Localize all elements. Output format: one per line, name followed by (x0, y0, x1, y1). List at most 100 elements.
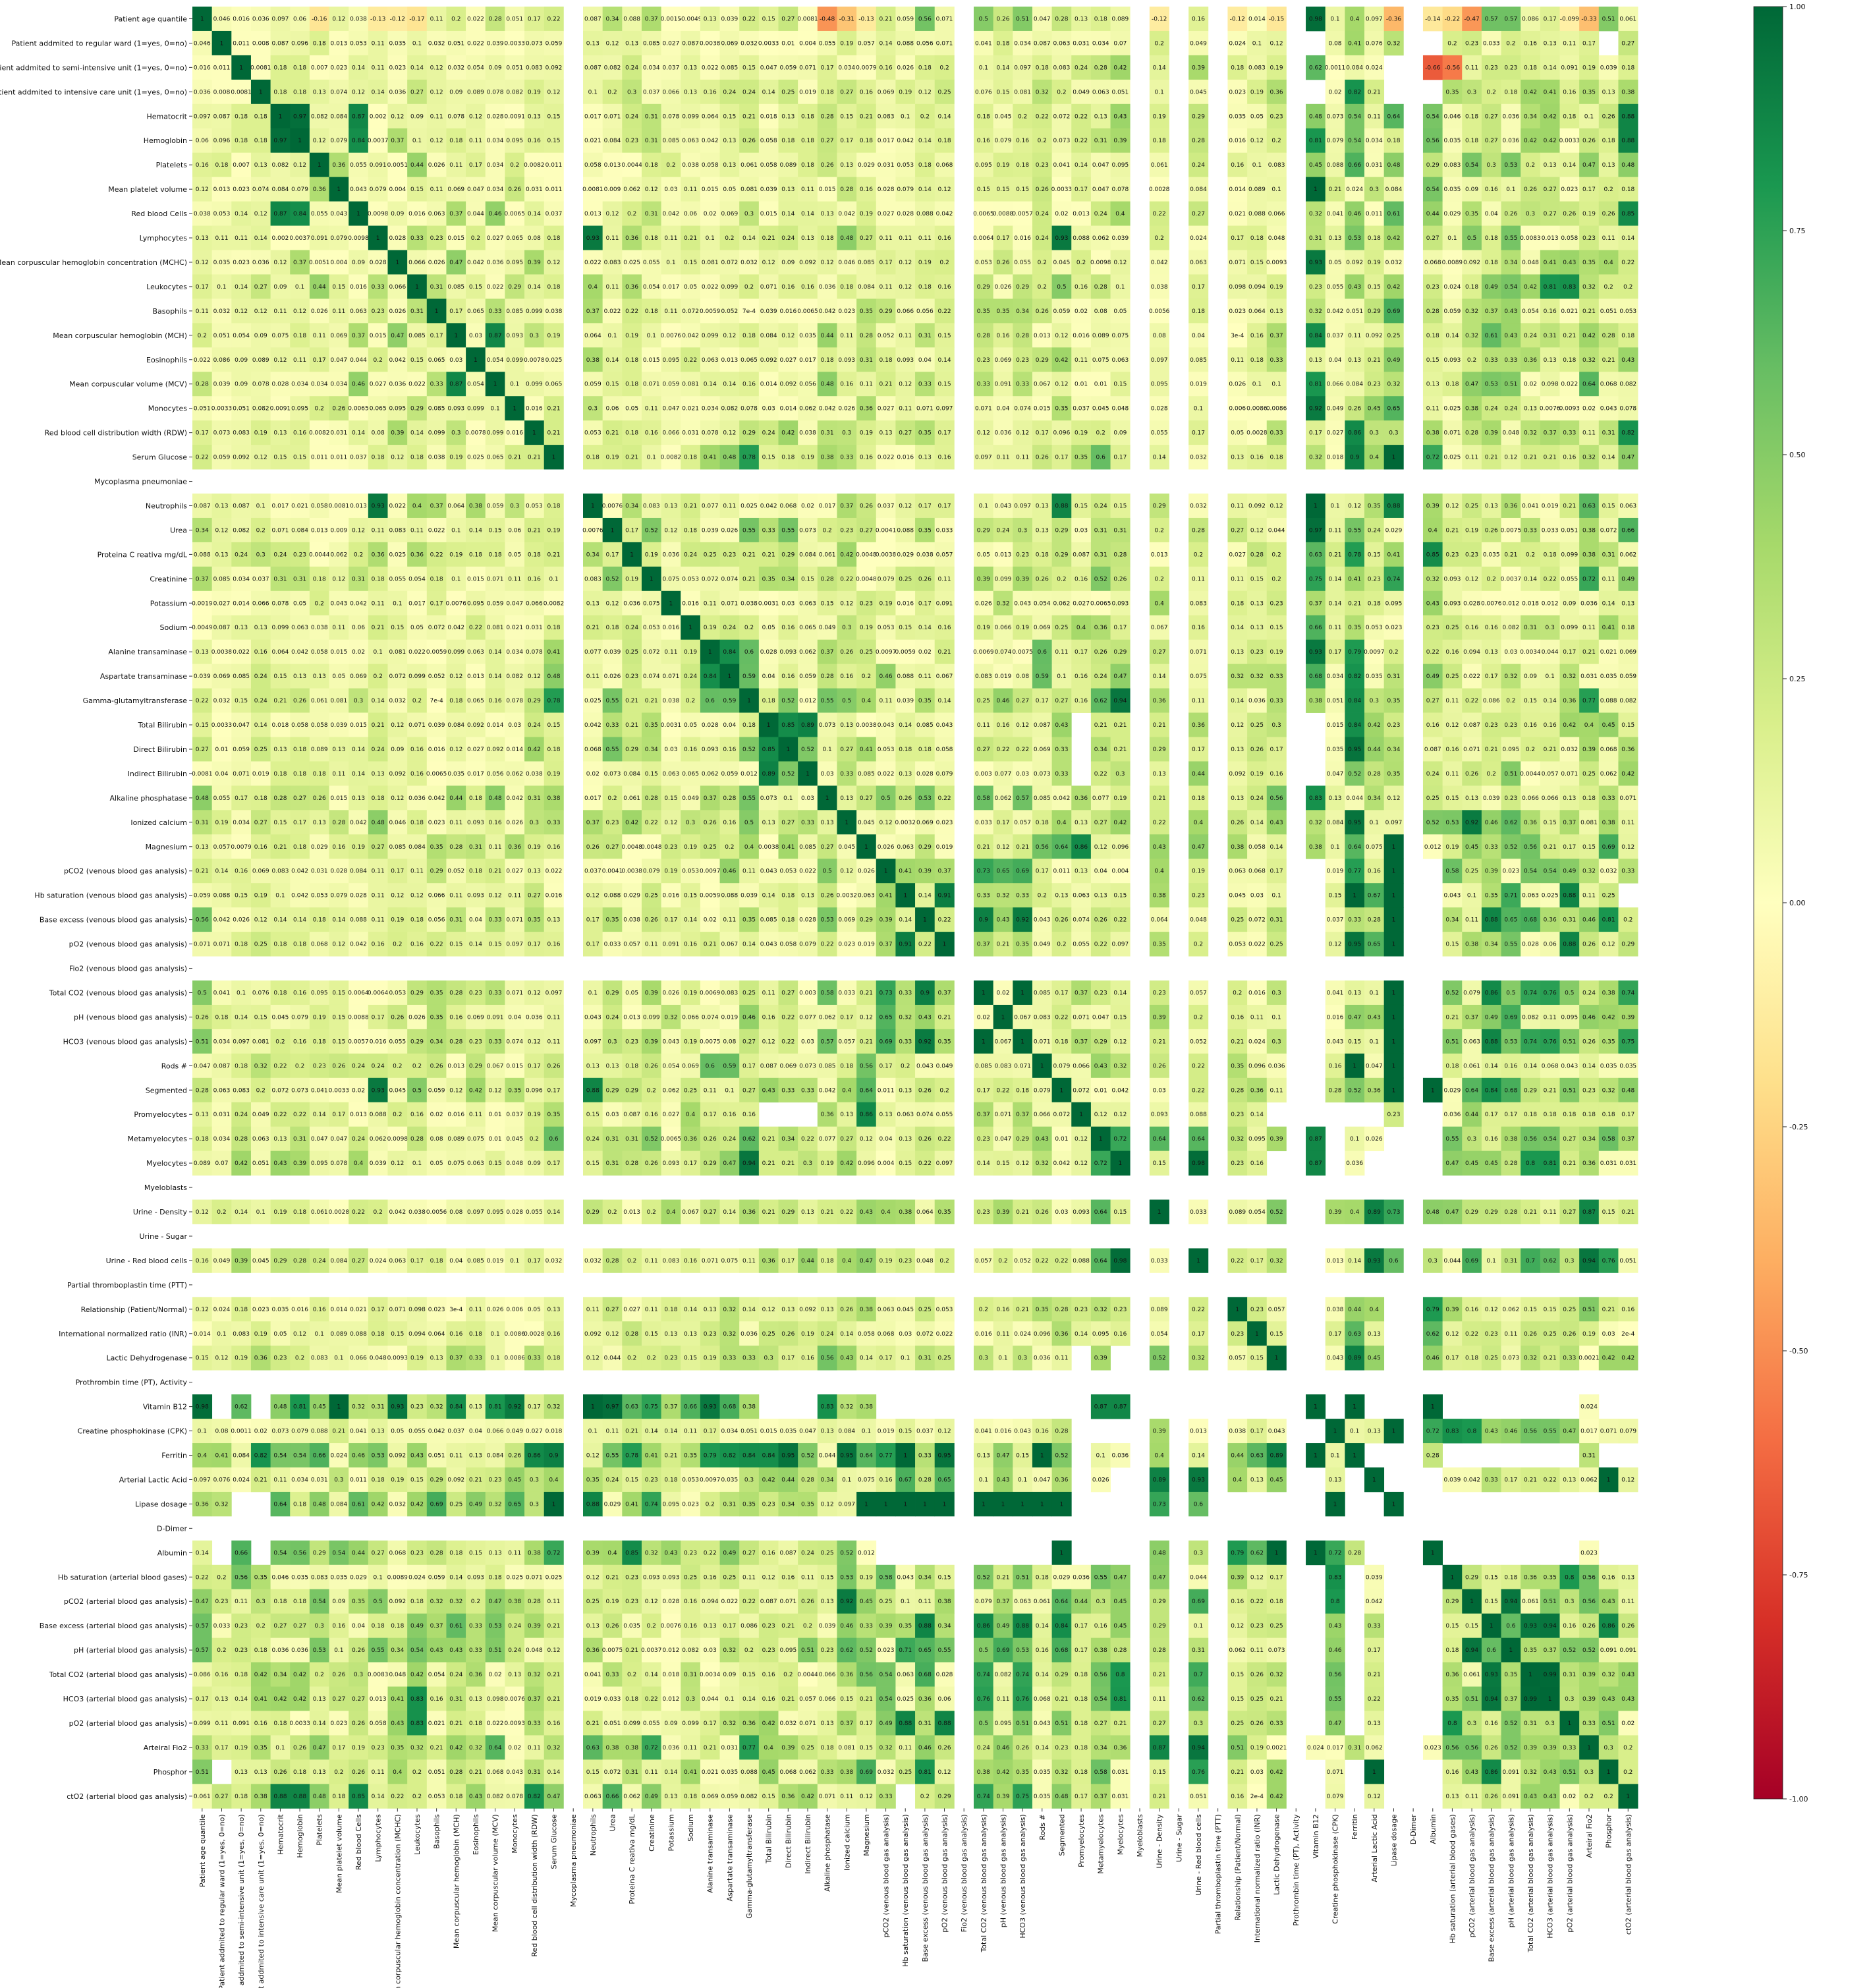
cell-value-label: 0.17 (1075, 649, 1088, 656)
cell-value-label: 0.1 (1057, 673, 1066, 680)
cell-value-label: 0.11 (332, 625, 345, 631)
cell-value-label: 0.058 (311, 722, 328, 729)
cell-value-label: 0.069 (252, 868, 269, 875)
cell-value-label: 0.18 (801, 113, 814, 120)
cell-value-label: 0.12 (1016, 722, 1029, 729)
cell-value-label: 0.16 (1524, 40, 1537, 47)
cell-value-label: 0.12 (605, 211, 619, 217)
cell-value-label: 0.38 (547, 795, 560, 802)
cell-value-label: 0.21 (996, 942, 1009, 948)
cell-value-label: 0.19 (605, 455, 619, 461)
cell-value-label: 0.3 (530, 820, 539, 826)
cell-value-label: 0.22 (938, 917, 951, 924)
cell-value-label: 0.18 (293, 844, 306, 851)
cell-value-label: 0.11 (1602, 576, 1615, 582)
cell-value-label: 0.23 (1504, 722, 1517, 729)
cell-value-label: 0.035 (1483, 552, 1500, 558)
cell-value-label: 0.2 (1467, 357, 1476, 364)
cell-value-label: 0.028 (878, 186, 895, 193)
heatmap-cell (329, 7, 349, 32)
cell-value-label: 0.19 (899, 89, 912, 96)
cell-value-label: 0.15 (899, 625, 912, 631)
cell-value-label: 0.12 (762, 260, 775, 266)
cell-value-label: 0.022 (428, 527, 445, 534)
cell-value-label: 0.16 (1485, 625, 1498, 631)
cell-value-label: 0.32 (1309, 455, 1322, 461)
cell-value-label: 0.15 (684, 893, 697, 899)
cell-value-label: 0.16 (723, 820, 736, 826)
cell-value-label: 0.071 (975, 406, 992, 412)
cell-value-label: 0.15 (723, 113, 736, 120)
cell-value-label: 0.26 (293, 698, 306, 704)
cell-value-label: 0.12 (723, 430, 736, 437)
cell-value-label: 0.086 (1483, 698, 1500, 704)
cell-value-label: 0.5 (979, 16, 988, 22)
cell-value-label: 0.16 (528, 138, 541, 144)
cell-value-label: 0.18 (469, 552, 482, 558)
cell-value-label: 0.19 (1368, 260, 1381, 266)
cell-value-label: 0.087 (584, 65, 601, 71)
cell-value-label: 0.11 (372, 893, 385, 899)
cell-value-label: 0.088 (604, 893, 621, 899)
cell-value-label: 0.15 (196, 722, 209, 729)
cell-value-label: 0.15 (1426, 357, 1439, 364)
cell-value-label: 0.12 (469, 113, 482, 120)
cell-value-label: 0.054 (643, 284, 660, 291)
cell-value-label: 0.37 (1270, 333, 1283, 339)
cell-value-label: 0.059 (897, 16, 914, 22)
cell-value-label: 0.88 (1621, 138, 1634, 144)
cell-value-label: 0.099 (428, 430, 445, 437)
cell-value-label: 0.069 (1034, 625, 1051, 631)
cell-value-label: 0.059 (194, 893, 211, 899)
cell-value-label: 0.034 (1366, 138, 1383, 144)
cell-value-label: 0.54 (1524, 868, 1537, 875)
cell-value-label: 0.28 (1094, 65, 1107, 71)
cell-value-label: 0.0051 (309, 260, 330, 266)
cell-value-label: 0.84 (1348, 722, 1361, 729)
cell-value-label: 0.18 (1485, 235, 1498, 242)
cell-value-label: 0.11 (1055, 649, 1068, 656)
cell-value-label: 0.34 (586, 552, 600, 558)
cell-value-label: 0.099 (506, 357, 523, 364)
cell-value-label: 0.085 (389, 844, 406, 851)
cell-value-label: 0.35 (1445, 89, 1459, 96)
cell-value-label: 0.28 (1368, 771, 1381, 778)
cell-value-label: 0.088 (1073, 235, 1090, 242)
cell-value-label: 1 (474, 357, 478, 364)
cell-value-label: 1 (943, 942, 947, 948)
cell-value-label: 0.17 (1309, 430, 1322, 437)
cell-value-label: 0.13 (332, 747, 345, 753)
cell-value-label: 0.0076 (602, 503, 623, 509)
cell-value-label: 0.26 (1094, 917, 1107, 924)
cell-value-label: 0.26 (1036, 455, 1049, 461)
cell-value-label: 0.26 (1504, 211, 1517, 217)
cell-value-label: 0.092 (1229, 771, 1246, 778)
cell-value-label: 0.14 (1153, 455, 1166, 461)
cell-value-label: 0.11 (860, 382, 873, 388)
cell-value-label: 0.093 (838, 357, 855, 364)
cell-value-label: 0.13 (235, 625, 248, 631)
cell-value-label: 0.071 (1190, 649, 1207, 656)
cell-value-label: 0.0089 (1442, 260, 1463, 266)
cell-value-label: 0.12 (840, 868, 853, 875)
cell-value-label: 0.069 (330, 333, 347, 339)
cell-value-label: 0.29 (1113, 649, 1127, 656)
cell-value-label: 0.26 (1602, 211, 1615, 217)
cell-value-label: 0.39 (1016, 576, 1029, 582)
cell-value-label: 0.23 (1368, 576, 1381, 582)
cell-value-label: 0.24 (1075, 65, 1088, 71)
cell-value-label: 0.093 (467, 820, 484, 826)
cell-value-label: 0.23 (430, 235, 443, 242)
cell-value-label: 0.28 (860, 333, 873, 339)
cell-value-label: 0.62 (1094, 698, 1107, 704)
cell-value-label: 0.19 (977, 625, 990, 631)
cell-value-label: 0.23 (723, 552, 736, 558)
cell-value-label: -0.13 (370, 16, 385, 22)
cell-value-label: 0.31 (821, 430, 834, 437)
cell-value-label: 0.36 (1094, 625, 1107, 631)
cell-value-label: 0.14 (684, 917, 697, 924)
cell-value-label: 0.084 (1385, 186, 1403, 193)
cell-value-label: 0.066 (526, 600, 543, 607)
cell-value-label: 0.18 (801, 162, 814, 169)
heatmap-cell (309, 30, 329, 56)
